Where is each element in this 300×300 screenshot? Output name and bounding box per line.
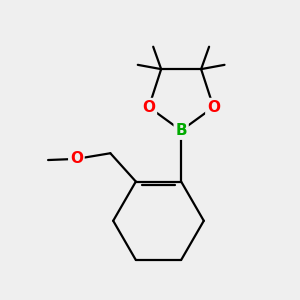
Text: B: B [175, 123, 187, 138]
Text: O: O [70, 152, 83, 166]
Text: O: O [142, 100, 155, 115]
Text: O: O [207, 100, 220, 115]
